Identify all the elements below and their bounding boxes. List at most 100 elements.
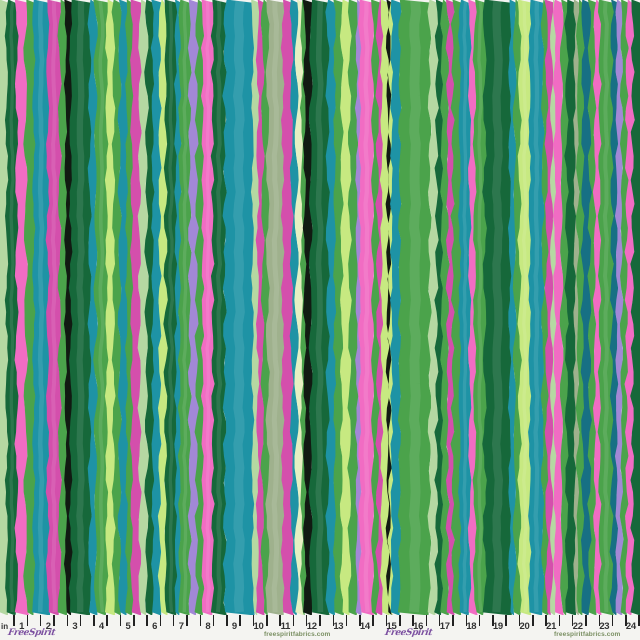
ruler-tick bbox=[505, 615, 507, 626]
paint-texture-streak bbox=[98, 0, 105, 613]
paint-texture-streak bbox=[37, 0, 45, 613]
paint-texture-streak bbox=[462, 0, 468, 613]
paint-texture-streak bbox=[363, 0, 370, 613]
paint-texture-streak bbox=[477, 0, 483, 613]
ruler-tick bbox=[571, 615, 574, 626]
ruler-number: 17 bbox=[439, 621, 450, 632]
ruler-tick bbox=[266, 615, 268, 626]
ruler-tick bbox=[292, 615, 295, 626]
fabric-stripe bbox=[255, 0, 266, 615]
ruler-tick bbox=[385, 615, 388, 626]
ruler-number: 18 bbox=[466, 621, 477, 632]
selvage-ruler: in FreeSpirit freespiritfabrics.com Free… bbox=[0, 615, 640, 640]
ruler-tick bbox=[545, 615, 547, 626]
paint-texture-streak bbox=[215, 0, 223, 613]
ruler-tick bbox=[172, 615, 175, 626]
ruler-tick bbox=[212, 615, 215, 626]
ruler-tick bbox=[438, 615, 441, 626]
ruler-tick bbox=[53, 615, 55, 626]
paint-texture-streak bbox=[315, 0, 324, 613]
ruler-tick bbox=[332, 615, 334, 626]
ruler-number: 6 bbox=[152, 621, 158, 632]
ruler-tick bbox=[465, 615, 467, 626]
website-text: freespiritfabrics.com bbox=[554, 631, 621, 638]
ruler-tick bbox=[26, 615, 29, 626]
ruler-number: 12 bbox=[306, 621, 317, 632]
ruler-tick bbox=[159, 615, 162, 626]
paint-texture-streak bbox=[271, 0, 280, 613]
ruler-number: 10 bbox=[253, 621, 264, 632]
paint-texture-streak bbox=[50, 0, 58, 613]
paint-texture-streak bbox=[521, 0, 529, 613]
ruler-number: 22 bbox=[572, 621, 583, 632]
fabric-stripe bbox=[87, 0, 99, 615]
ruler-tick bbox=[478, 615, 481, 626]
fabric-stripe bbox=[137, 0, 150, 615]
ruler-number: 7 bbox=[178, 621, 184, 632]
ruler-tick bbox=[66, 615, 68, 626]
ruler-tick bbox=[611, 615, 614, 626]
ruler-tick bbox=[252, 615, 255, 626]
ruler-tick bbox=[133, 615, 135, 626]
ruler-tick bbox=[199, 615, 201, 626]
ruler-tick bbox=[372, 615, 374, 626]
ruler-number: 14 bbox=[359, 621, 370, 632]
paint-texture-streak bbox=[76, 0, 85, 613]
ruler-number: 4 bbox=[98, 621, 104, 632]
ruler-tick bbox=[319, 615, 321, 626]
ruler-tick bbox=[239, 615, 241, 626]
ruler-tick bbox=[359, 615, 361, 626]
paint-texture-streak bbox=[182, 0, 188, 613]
paint-texture-streak bbox=[533, 0, 540, 613]
ruler-tick bbox=[518, 615, 521, 626]
ruler-tick bbox=[186, 615, 188, 626]
ruler-number: 15 bbox=[386, 621, 397, 632]
ruler-tick bbox=[39, 615, 42, 626]
ruler-number: 16 bbox=[413, 621, 424, 632]
ruler-tick bbox=[13, 615, 15, 626]
ruler-number: 5 bbox=[125, 621, 131, 632]
ruler-tick bbox=[106, 615, 108, 626]
paint-texture-streak bbox=[408, 0, 422, 613]
ruler-number: 1 bbox=[19, 621, 25, 632]
fabric-stripe bbox=[4, 0, 20, 615]
paint-texture-streak bbox=[232, 0, 245, 613]
ruler-tick bbox=[532, 615, 534, 626]
ruler-tick bbox=[412, 615, 414, 626]
fabric-stripe bbox=[630, 0, 640, 615]
fabric-stripe-pattern bbox=[0, 0, 640, 615]
ruler-tick bbox=[399, 615, 401, 626]
ruler-number: 19 bbox=[492, 621, 503, 632]
ruler-unit-label: in bbox=[1, 622, 9, 631]
ruler-tick bbox=[226, 615, 228, 626]
ruler-number: 2 bbox=[45, 621, 51, 632]
ruler-number: 9 bbox=[231, 621, 237, 632]
ruler-number: 23 bbox=[599, 621, 610, 632]
ruler-tick bbox=[305, 615, 308, 626]
ruler-tick bbox=[492, 615, 494, 626]
ruler-number: 8 bbox=[205, 621, 211, 632]
fabric-stripe bbox=[157, 0, 169, 615]
fabric-stripe bbox=[325, 0, 338, 615]
ruler-tick bbox=[345, 615, 348, 626]
ruler-number: 11 bbox=[280, 621, 291, 632]
ruler-tick bbox=[452, 615, 454, 626]
paint-texture-streak bbox=[491, 0, 504, 613]
website-text: freespiritfabrics.com bbox=[264, 631, 331, 638]
ruler-tick bbox=[279, 615, 281, 626]
ruler-tick bbox=[625, 615, 627, 626]
ruler-tick bbox=[79, 615, 82, 626]
ruler-number: 21 bbox=[546, 621, 557, 632]
ruler-tick bbox=[425, 615, 428, 626]
paint-texture-streak bbox=[167, 0, 174, 613]
paint-texture-streak bbox=[602, 0, 610, 613]
ruler-number: 13 bbox=[333, 621, 344, 632]
ruler-number: 3 bbox=[72, 621, 78, 632]
ruler-tick bbox=[558, 615, 561, 626]
ruler-tick bbox=[598, 615, 600, 626]
paint-texture-streak bbox=[9, 0, 15, 613]
ruler-tick bbox=[93, 615, 95, 626]
ruler-number: 20 bbox=[519, 621, 530, 632]
paint-texture-streak bbox=[205, 0, 211, 613]
